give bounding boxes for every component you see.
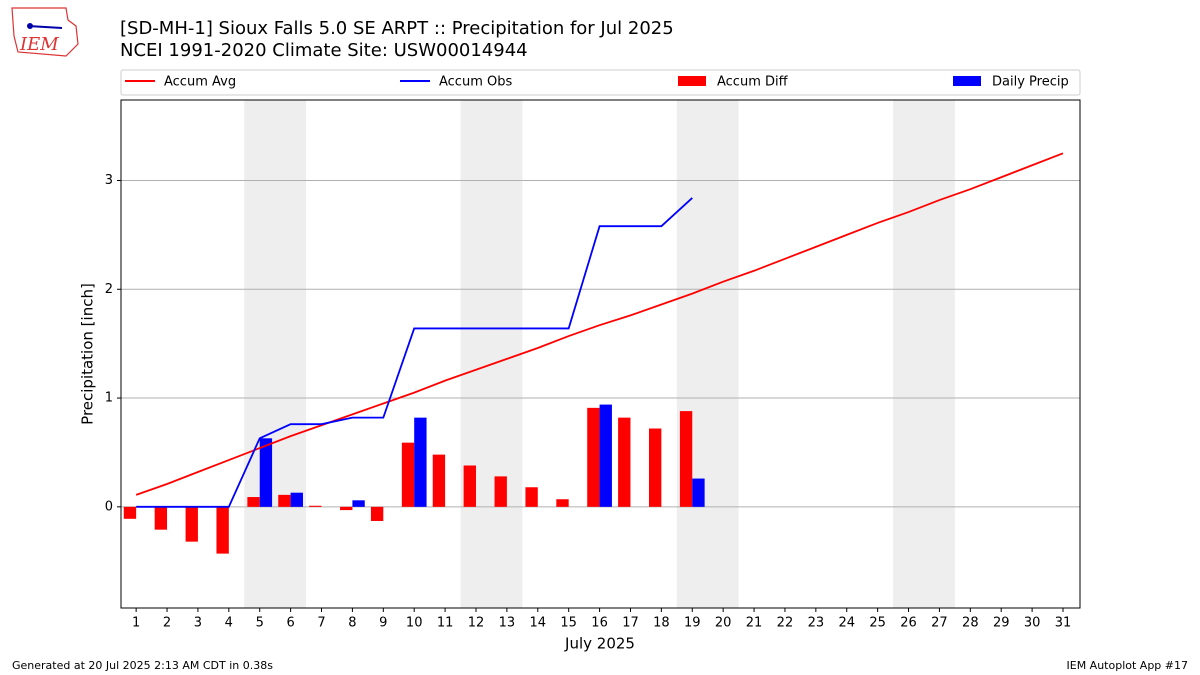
y-tick-label: 3 (105, 173, 113, 188)
line (135, 152, 1064, 496)
x-tick-label: 19 (684, 616, 701, 631)
x-tick-label: 13 (499, 616, 516, 631)
y-tick-label: 2 (105, 282, 113, 297)
chart-subtitle: NCEI 1991-2020 Climate Site: USW00014944 (120, 40, 528, 61)
bar (649, 428, 662, 507)
bar (123, 506, 137, 519)
x-tick-label: 25 (869, 616, 886, 631)
bar (216, 506, 229, 554)
bar (463, 465, 476, 507)
bar (309, 505, 322, 507)
x-tick-label: 28 (962, 616, 979, 631)
x-tick-label: 29 (993, 616, 1010, 631)
bar (259, 438, 273, 507)
chart-title: [SD-MH-1] Sioux Falls 5.0 SE ARPT :: Pre… (120, 18, 674, 39)
x-tick-label: 6 (286, 616, 294, 631)
x-tick-label: 11 (437, 616, 454, 631)
x-axis-label: July 2025 (564, 635, 635, 653)
x-tick-label: 15 (560, 616, 577, 631)
bar (352, 500, 365, 507)
bar (679, 411, 693, 507)
y-axis-label: Precipitation [inch] (79, 283, 97, 425)
x-tick-label: 16 (591, 616, 608, 631)
x-tick-label: 21 (746, 616, 763, 631)
legend-label: Daily Precip (992, 75, 1069, 90)
footer-right: IEM Autoplot App #17 (1067, 659, 1189, 672)
x-tick-label: 27 (931, 616, 948, 631)
plot-frame (120, 99, 1081, 609)
bar (247, 497, 260, 507)
bar (587, 407, 600, 507)
x-tick-label: 3 (194, 616, 202, 631)
bar (692, 478, 705, 507)
logo-text: IEM (19, 34, 59, 55)
legend-label: Accum Diff (717, 75, 789, 90)
legend-swatch (678, 76, 706, 86)
footer-left: Generated at 20 Jul 2025 2:13 AM CDT in … (12, 659, 273, 672)
bar (525, 487, 538, 507)
logo: IEM (11, 7, 79, 57)
x-tick-label: 24 (838, 616, 855, 631)
x-tick-label: 12 (468, 616, 485, 631)
x-tick-label: 5 (256, 616, 264, 631)
x-tick-label: 1 (132, 616, 140, 631)
x-tick-label: 8 (348, 616, 356, 631)
x-tick-label: 23 (808, 616, 825, 631)
bar (432, 454, 446, 507)
bar (340, 506, 353, 511)
bar (290, 492, 303, 507)
x-tick-label: 4 (225, 616, 233, 631)
bar (185, 506, 198, 542)
bar (599, 404, 612, 507)
x-tick-label: 17 (622, 616, 639, 631)
x-tick-label: 14 (530, 616, 547, 631)
bar (154, 506, 168, 530)
x-tick-label: 18 (653, 616, 670, 631)
x-tick-label: 20 (715, 616, 732, 631)
bar (494, 476, 507, 507)
weekend-shade (244, 100, 307, 608)
bar (278, 494, 291, 507)
bar (556, 499, 569, 507)
bar (618, 417, 631, 507)
x-tick-label: 10 (406, 616, 423, 631)
legend-box (120, 69, 1081, 96)
bar (401, 442, 415, 507)
x-tick-label: 9 (379, 616, 387, 631)
x-tick-label: 7 (317, 616, 325, 631)
weekend-shade (893, 100, 955, 608)
legend-swatch (953, 76, 981, 86)
x-tick-label: 22 (777, 616, 794, 631)
x-tick-label: 2 (163, 616, 171, 631)
legend-label: Accum Avg (164, 75, 236, 90)
weekend-shade (460, 100, 523, 608)
bar (370, 506, 384, 521)
bar (414, 417, 427, 507)
x-tick-label: 30 (1024, 616, 1041, 631)
legend-label: Accum Obs (439, 75, 512, 90)
y-tick-label: 1 (105, 391, 113, 406)
y-tick-label: 0 (105, 499, 113, 514)
x-tick-label: 26 (900, 616, 917, 631)
weekend-shade (676, 100, 739, 608)
x-tick-label: 31 (1055, 616, 1072, 631)
line (136, 197, 693, 508)
